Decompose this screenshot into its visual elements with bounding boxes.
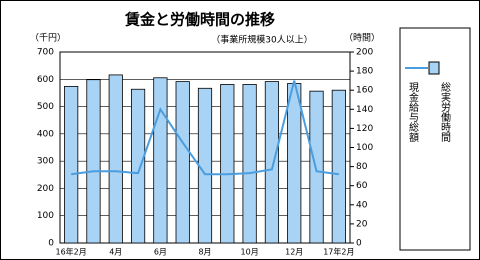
y-tick-label: 300 (37, 157, 54, 167)
y2-tick-label: 80 (356, 162, 368, 172)
legend-label: 現金給与総額 (407, 82, 419, 143)
bar (287, 83, 302, 244)
bar (242, 84, 257, 244)
y2-tick-label: 20 (356, 219, 368, 229)
legend-label: 総実労働時間 (439, 81, 451, 143)
y2-tick-label: 60 (356, 181, 368, 191)
y2-tick-label: 140 (356, 105, 373, 115)
y2-tick-label: 0 (356, 239, 362, 249)
x-tick-label: 17年2月 (323, 247, 354, 257)
y-tick-label: 700 (37, 48, 54, 58)
y2-tick-label: 120 (356, 124, 373, 134)
y-unit: （千円） (30, 33, 66, 44)
bar (64, 85, 79, 244)
y2-tick-label: 160 (356, 86, 373, 96)
x-tick-label: 4月 (109, 248, 122, 257)
y2-tick-label: 180 (356, 67, 373, 77)
x-tick-label: 10月 (241, 248, 259, 257)
bar (220, 84, 235, 244)
bar (108, 74, 123, 244)
y-tick-label: 200 (37, 184, 54, 194)
bar (264, 81, 280, 244)
y2-tick-label: 100 (356, 143, 373, 153)
y-tick-label: 600 (37, 75, 54, 85)
line-series (71, 80, 339, 176)
bar (331, 89, 346, 244)
chart-subtitle: （事業所規模30人以上） (211, 34, 312, 46)
y2-tick-label: 40 (356, 200, 368, 210)
bar (175, 81, 190, 244)
bar (197, 87, 213, 244)
chart-title: 賃金と労働時間の推移 (124, 11, 275, 29)
x-tick-label: 6月 (154, 248, 167, 257)
y-tick-label: 100 (37, 211, 54, 221)
bar (86, 79, 101, 244)
y-tick-label: 400 (37, 129, 54, 139)
x-tick-label: 8月 (198, 248, 211, 257)
y2-tick-label: 200 (356, 48, 373, 58)
bar (130, 88, 146, 244)
bar (153, 77, 168, 244)
legend-box (428, 61, 440, 75)
y-tick-label: 500 (37, 102, 54, 112)
y2-unit: （時間） (344, 33, 380, 44)
y-tick-label: 0 (48, 239, 54, 249)
x-tick-label: 16年2月 (56, 247, 87, 257)
x-tick-label: 12月 (285, 248, 303, 257)
